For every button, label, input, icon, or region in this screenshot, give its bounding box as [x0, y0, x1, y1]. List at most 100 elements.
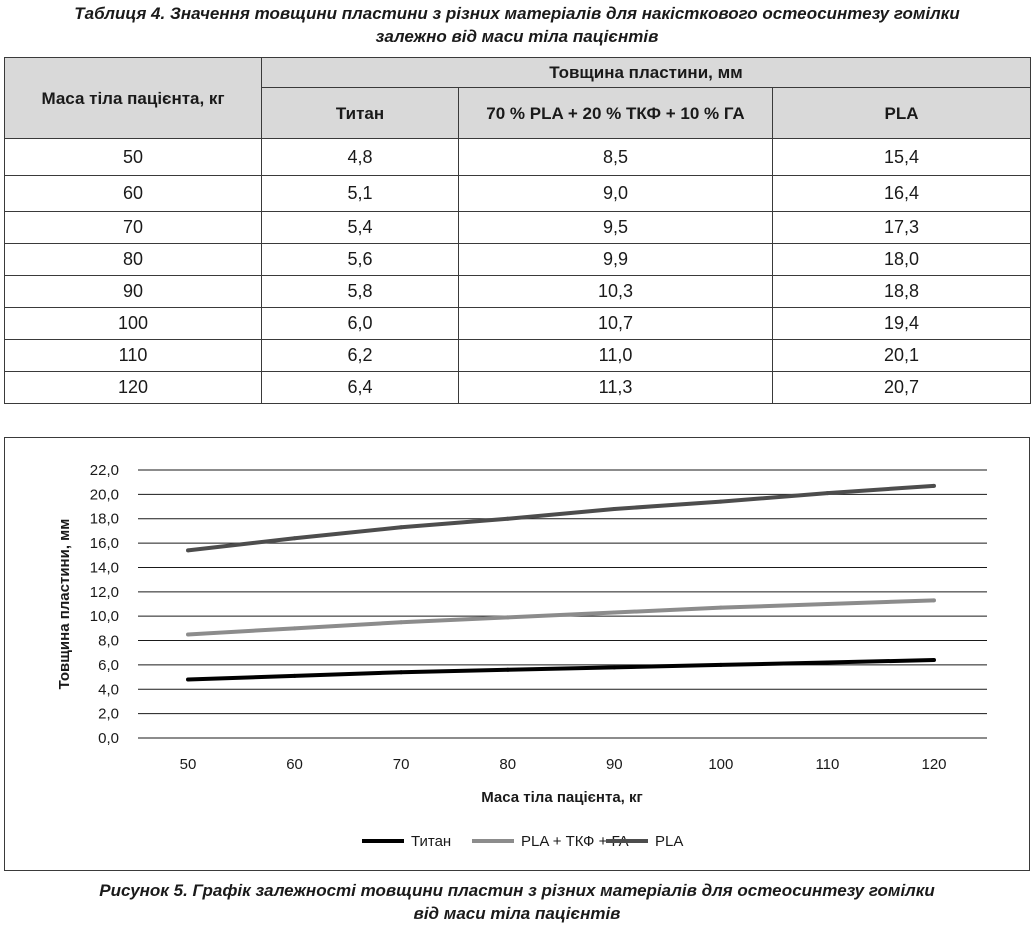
y-tick-label: 0,0	[98, 730, 119, 747]
data-point	[186, 548, 190, 553]
data-point	[612, 610, 617, 615]
cell-mass: 110	[4, 339, 262, 372]
header-mass: Маса тіла пацієнта, кг	[4, 57, 262, 139]
y-axis-title: Товщина пластини, мм	[56, 519, 73, 690]
x-tick-label: 120	[921, 756, 946, 773]
table-caption-line1: Таблиця 4. Значення товщини пластини з р…	[74, 4, 960, 23]
y-tick-label: 18,0	[90, 511, 119, 528]
cell-thickness: 5,6	[261, 243, 459, 276]
table-row: 90 5,8 10,3 18,8	[4, 275, 1032, 308]
data-point	[825, 491, 830, 496]
y-tick-label: 14,0	[90, 559, 119, 576]
data-point	[825, 602, 830, 606]
table-row: 70 5,4 9,5 17,3	[4, 211, 1032, 244]
cell-thickness: 18,0	[771, 243, 1032, 276]
cell-thickness: 4,8	[261, 138, 459, 176]
header-group: Товщина пластини, мм	[260, 57, 1032, 88]
header-col-pla: PLA	[771, 87, 1032, 139]
table-row: 120 6,4 11,3 20,7	[4, 371, 1032, 404]
data-point	[399, 620, 404, 625]
cell-thickness: 9,0	[458, 175, 773, 212]
legend-label: PLA	[655, 833, 683, 850]
data-point	[718, 605, 723, 610]
cell-thickness: 20,7	[771, 371, 1032, 404]
data-point	[932, 483, 936, 488]
cell-thickness: 9,9	[458, 243, 773, 276]
table-row: 60 5,1 9,0 16,4	[4, 175, 1032, 212]
table-row: 110 6,2 11,0 20,1	[4, 339, 1032, 372]
table-row: 100 6,0 10,7 19,4	[4, 307, 1032, 340]
table-caption-line2: залежно від маси тіла пацієнтів	[375, 27, 659, 46]
x-tick-label: 90	[606, 756, 623, 773]
cell-thickness: 19,4	[771, 307, 1032, 340]
y-tick-label: 4,0	[98, 681, 119, 698]
data-point	[186, 632, 190, 637]
cell-thickness: 11,3	[458, 371, 773, 404]
data-point	[932, 598, 936, 603]
x-axis-title: Маса тіла пацієнта, кг	[481, 789, 643, 806]
data-point	[186, 677, 190, 682]
data-point	[505, 516, 510, 521]
figure-caption-line1: Рисунок 5. Графік залежності товщини пла…	[99, 881, 935, 900]
legend-label: PLA + ТКФ + ГА	[521, 833, 629, 850]
cell-thickness: 18,8	[771, 275, 1032, 308]
x-tick-label: 60	[286, 756, 303, 773]
series-line-2	[187, 483, 935, 553]
legend-label: Титан	[411, 833, 451, 850]
cell-thickness: 6,4	[261, 371, 459, 404]
y-tick-label: 22,0	[90, 462, 119, 479]
data-point	[932, 658, 936, 663]
x-tick-label: 50	[180, 756, 197, 773]
series-line-1	[187, 598, 935, 637]
cell-thickness: 10,7	[458, 307, 773, 340]
y-tick-label: 20,0	[90, 486, 119, 503]
cell-thickness: 15,4	[771, 138, 1032, 176]
data-point	[292, 626, 297, 631]
data-point	[399, 670, 404, 675]
cell-mass: 50	[4, 138, 262, 176]
cell-thickness: 17,3	[771, 211, 1032, 244]
header-col-composite: 70 % PLA + 20 % ТКФ + 10 % ГА	[458, 87, 773, 139]
data-point	[399, 525, 404, 530]
cell-thickness: 10,3	[458, 275, 773, 308]
cell-thickness: 16,4	[771, 175, 1032, 212]
y-tick-label: 6,0	[98, 657, 119, 674]
chart-frame: 0,0 2,0 4,0 6,0 8,0 10,0 12,0 14,0 16,0 18,0 20,0 2…	[4, 437, 1030, 871]
cell-thickness: 11,0	[458, 339, 773, 372]
data-point	[505, 615, 510, 620]
table-row: 80 5,6 9,9 18,0	[4, 243, 1032, 276]
figure-caption: Рисунок 5. Графік залежності товщини пла…	[0, 879, 1034, 925]
cell-mass: 80	[4, 243, 262, 276]
cell-thickness: 5,4	[261, 211, 459, 244]
y-tick-label: 12,0	[90, 584, 119, 601]
figure-caption-line2: від маси тіла пацієнтів	[413, 904, 621, 923]
cell-thickness: 9,5	[458, 211, 773, 244]
cell-thickness: 5,1	[261, 175, 459, 212]
cell-mass: 60	[4, 175, 262, 212]
x-tick-label: 100	[708, 756, 733, 773]
y-tick-label: 8,0	[98, 633, 119, 650]
data-point	[612, 506, 617, 511]
cell-thickness: 5,8	[261, 275, 459, 308]
data-point	[612, 665, 617, 670]
table-body: 50 4,8 8,5 15,4 60 5,1 9,0 16,4 70 5,4 9,5 17,3 80 5,…	[4, 138, 1032, 404]
data-point	[718, 662, 723, 667]
thickness-table: Маса тіла пацієнта, кг Товщина пластини,…	[4, 57, 1032, 404]
table-row: 50 4,8 8,5 15,4	[4, 138, 1032, 176]
y-tick-label: 2,0	[98, 706, 119, 723]
cell-thickness: 8,5	[458, 138, 773, 176]
line-chart: 0,0 2,0 4,0 6,0 8,0 10,0 12,0 14,0 16,0 18,0 20,0 2…	[56, 462, 987, 850]
y-tick-label: 16,0	[90, 535, 119, 552]
cell-mass: 120	[4, 371, 262, 404]
data-point	[825, 660, 830, 665]
cell-mass: 100	[4, 307, 262, 340]
data-point	[292, 673, 297, 678]
data-point	[292, 536, 297, 541]
y-tick-label: 10,0	[90, 608, 119, 625]
cell-mass: 70	[4, 211, 262, 244]
data-point	[505, 667, 510, 672]
x-tick-label: 110	[815, 756, 839, 773]
x-tick-label: 70	[393, 756, 410, 773]
table-head: Маса тіла пацієнта, кг Товщина пластини,…	[4, 57, 1032, 139]
cell-thickness: 6,0	[261, 307, 459, 340]
